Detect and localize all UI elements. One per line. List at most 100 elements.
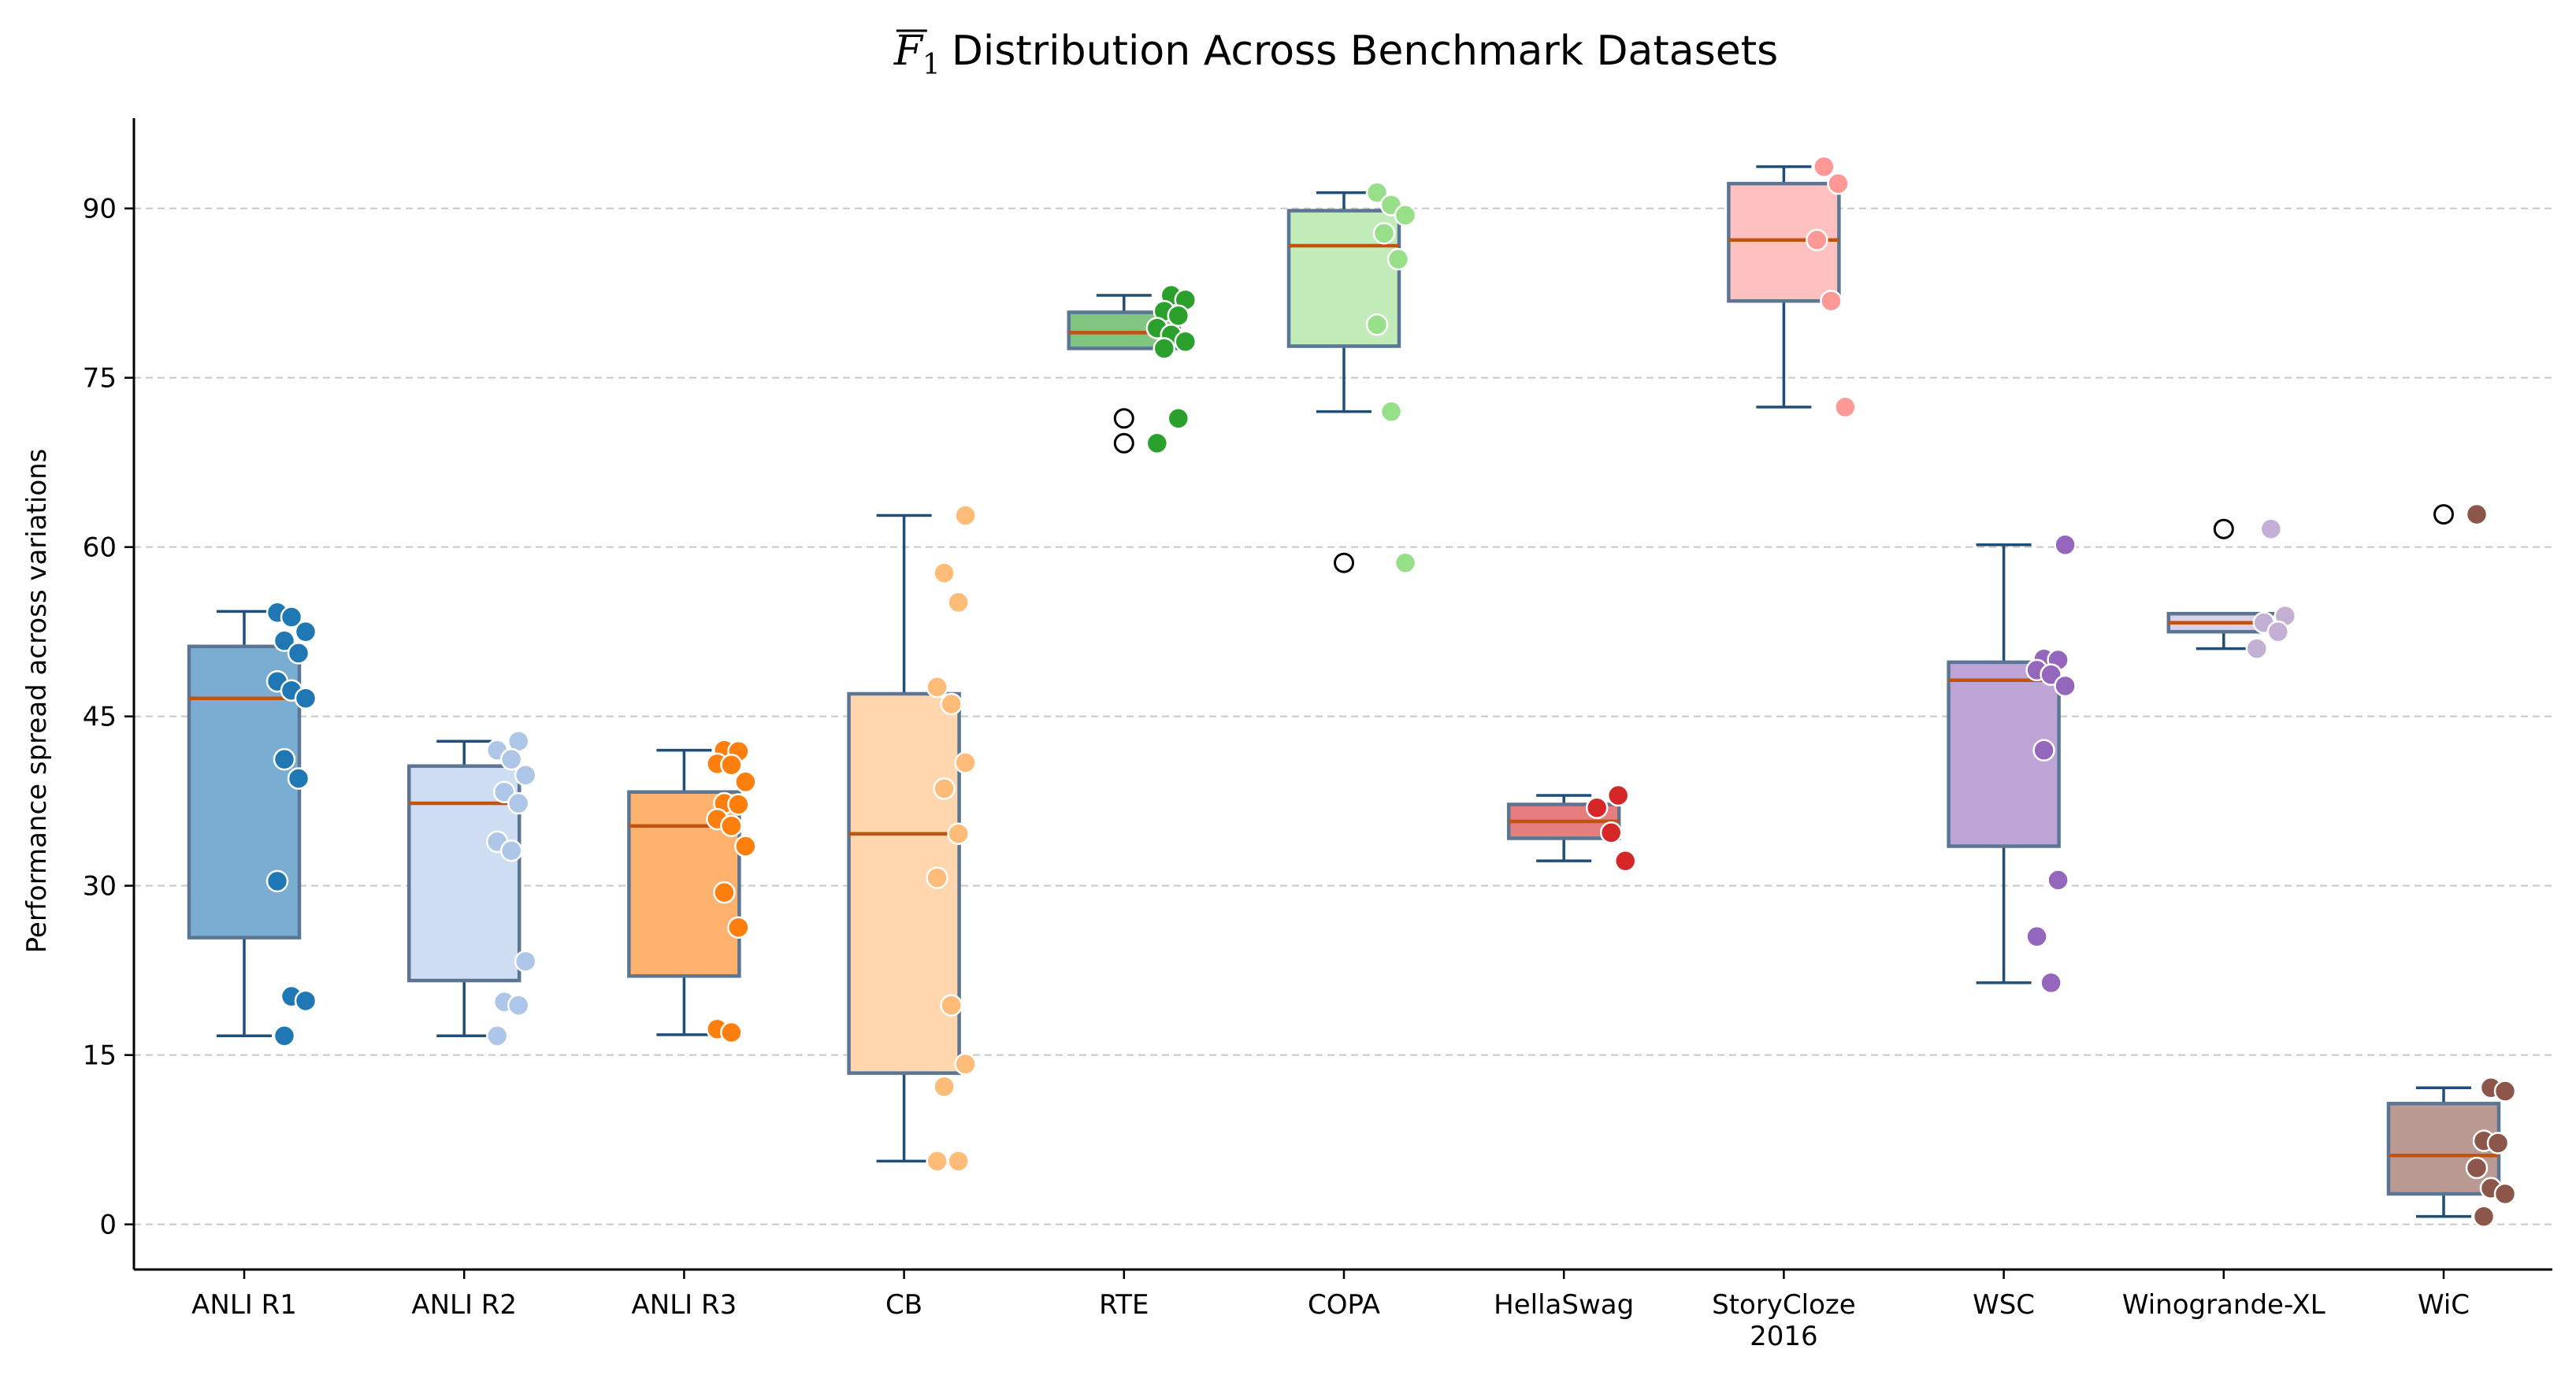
data-point [2465, 1156, 2489, 1180]
data-point [507, 791, 530, 815]
data-point [1606, 784, 1630, 807]
title-text: Distribution Across Benchmark Datasets [952, 28, 1778, 75]
data-point [485, 1025, 509, 1047]
data-point [2245, 637, 2269, 660]
data-point [933, 1075, 956, 1099]
data-point [2486, 1132, 2510, 1155]
data-point [1599, 821, 1623, 844]
data-point [926, 676, 948, 699]
x-tick-label-line: HellaSwag [1494, 1289, 1634, 1321]
y-tick-label: 75 [83, 363, 117, 395]
chart-title: F1 Distribution Across Benchmark Datasets [893, 28, 1778, 81]
outlier-marker [1113, 432, 1134, 454]
x-tick-label-line: COPA [1308, 1289, 1380, 1321]
data-point [734, 835, 757, 858]
data-point [273, 629, 296, 652]
data-point [1153, 337, 1176, 360]
y-tick-label: 45 [83, 702, 117, 733]
x-tick-label-line: ANLI R2 [411, 1289, 517, 1321]
data-point [720, 754, 743, 777]
data-point [1820, 289, 1843, 313]
data-point [287, 767, 310, 790]
data-point [926, 866, 948, 889]
x-tick-label: WSC [1973, 1289, 2035, 1321]
data-point [1394, 551, 1417, 574]
x-tick-label: CB [885, 1289, 922, 1321]
data-point [947, 822, 970, 845]
data-point [273, 1025, 296, 1047]
x-tick-label: StoryCloze 2016 [1712, 1289, 1856, 1352]
x-tick-label-line: WSC [1973, 1289, 2035, 1321]
data-point [727, 793, 750, 816]
data-point [933, 562, 956, 584]
data-point [265, 869, 289, 893]
data-point [2472, 1205, 2496, 1228]
outlier-marker [1334, 552, 1354, 573]
x-tick-label: ANLI R1 [191, 1289, 297, 1321]
data-point [280, 606, 303, 628]
data-point [2266, 620, 2290, 643]
data-point [2032, 739, 2055, 762]
data-point [294, 620, 317, 643]
x-tick-label-line: StoryCloze [1712, 1289, 1856, 1321]
data-point [1174, 330, 1197, 354]
data-point [507, 994, 530, 1017]
y-tick-label: 0 [99, 1210, 117, 1241]
x-tick-label-line: RTE [1099, 1289, 1149, 1321]
y-tick-label: 15 [83, 1040, 117, 1072]
data-point [294, 687, 317, 710]
x-tick-label: Winogrande-XL [2122, 1289, 2325, 1321]
x-tick-label: ANLI R3 [632, 1289, 737, 1321]
data-point [720, 1021, 743, 1044]
data-point [1613, 849, 1637, 873]
x-tick-label-line: CB [885, 1289, 922, 1321]
y-tick-label: 60 [83, 532, 117, 564]
data-point [940, 692, 963, 716]
data-point [2040, 971, 2062, 995]
data-point [2493, 1080, 2517, 1103]
data-point [933, 777, 956, 800]
data-point [926, 1150, 948, 1173]
outlier-marker [1113, 408, 1134, 429]
data-point [514, 763, 537, 787]
data-point [947, 1150, 970, 1173]
x-tick-label: COPA [1308, 1289, 1380, 1321]
x-tick-label: WiC [2418, 1289, 2470, 1321]
data-point [1394, 204, 1417, 227]
data-point [2493, 1182, 2517, 1206]
data-point [1379, 400, 1403, 423]
data-point [273, 747, 296, 771]
data-point [499, 839, 523, 862]
data-point [954, 1052, 977, 1076]
data-point [1834, 395, 1857, 419]
y-tick-label: 90 [83, 194, 117, 225]
grid-lines [134, 207, 2552, 1225]
box-group [187, 155, 2517, 1228]
title-symbol: F [893, 28, 924, 75]
data-point [2054, 674, 2077, 698]
data-point [1145, 432, 1169, 455]
data-point [727, 916, 750, 939]
x-tick-label-line: ANLI R3 [632, 1289, 737, 1321]
data-point [734, 770, 757, 794]
data-point [1827, 172, 1850, 195]
data-point [499, 747, 523, 771]
data-point [2047, 869, 2069, 891]
data-point [287, 642, 310, 665]
data-point [1585, 796, 1609, 820]
data-point [1386, 247, 1410, 271]
x-tick-label: HellaSwag [1494, 1289, 1634, 1321]
data-point [954, 751, 977, 774]
x-tick-label: RTE [1099, 1289, 1149, 1321]
outlier-marker [2433, 504, 2454, 525]
x-tick-label-line: WiC [2418, 1289, 2470, 1321]
axes: 0 15 30 45 60 75 90 ANLI R1 ANLI R2 ANLI R3 CB RTE C… [83, 118, 2552, 1352]
outlier-marker [2213, 518, 2234, 539]
data-point [1806, 228, 1828, 252]
data-point [2465, 502, 2489, 526]
y-axis-label: Performance spread across variations [21, 449, 53, 954]
data-point [514, 950, 537, 973]
data-point [294, 989, 317, 1013]
x-tick-label-line: Winogrande-XL [2122, 1289, 2325, 1321]
